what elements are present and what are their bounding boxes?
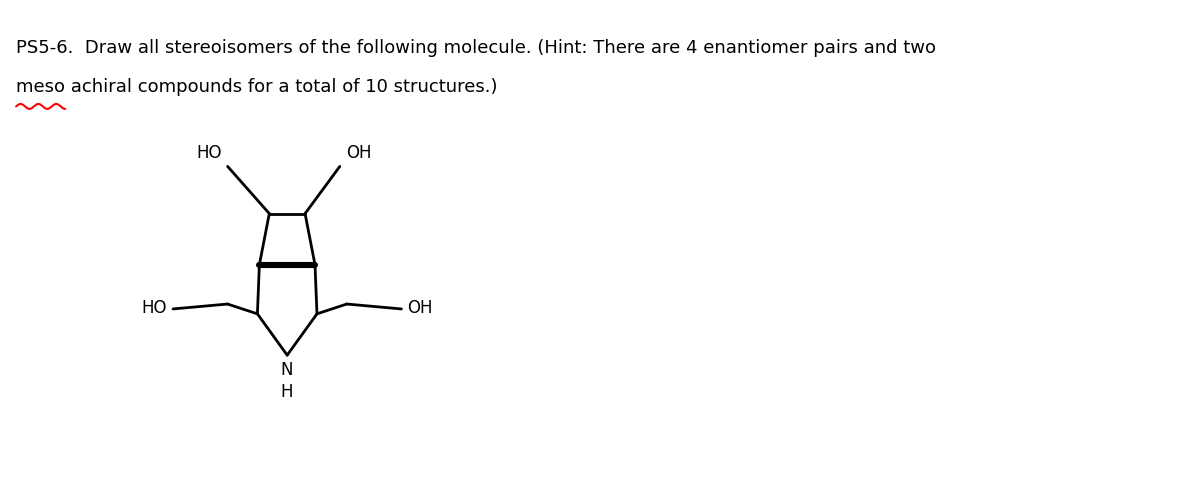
Text: HO: HO [142,299,167,317]
Text: meso achiral compounds for a total of 10 structures.): meso achiral compounds for a total of 10… [16,78,498,96]
Text: H: H [280,383,293,400]
Text: N: N [280,361,293,379]
Text: OH: OH [407,299,433,317]
Text: PS5-6.  Draw all stereoisomers of the following molecule. (Hint: There are 4 ena: PS5-6. Draw all stereoisomers of the fol… [16,39,936,56]
Text: HO: HO [196,145,222,162]
Text: OH: OH [346,145,371,162]
